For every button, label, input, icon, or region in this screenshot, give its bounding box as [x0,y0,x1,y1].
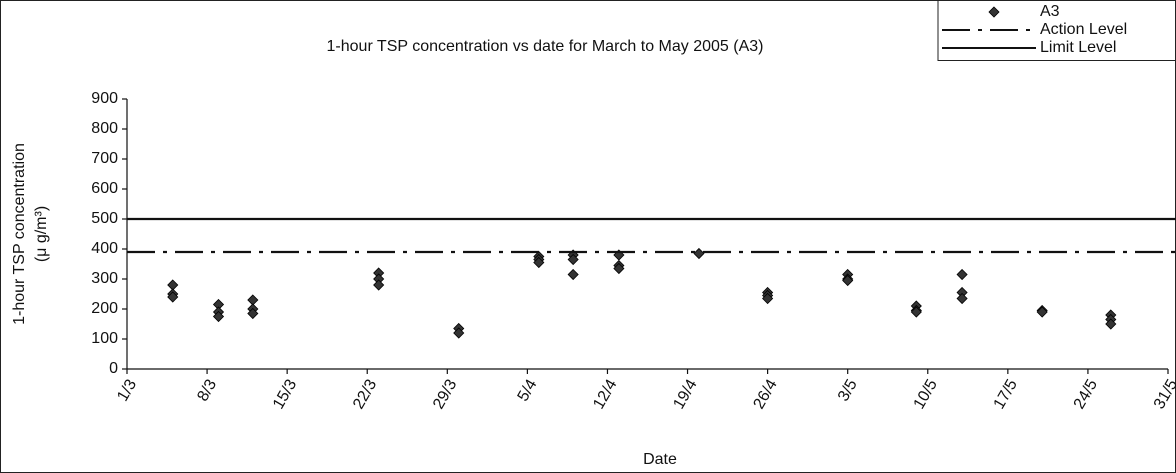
point [373,279,385,291]
x-tick-label: 10/5 [911,377,941,413]
y-tick-label: 200 [91,300,118,317]
point [453,327,465,339]
x-tick-label: 15/3 [270,377,300,413]
point [910,306,922,318]
x-tick-label: 5/4 [515,377,541,405]
y-tick-label: 100 [91,330,118,347]
point [1036,306,1048,318]
point [247,307,259,320]
y-tick-label: 900 [91,90,118,107]
point [167,291,179,303]
point [762,292,774,305]
x-tick-label: 29/3 [430,377,460,413]
chart-title: 1-hour TSP concentration vs date for Mar… [327,38,764,55]
legend-label: Action Level [1040,21,1127,38]
x-axis-label: Date [643,451,677,468]
y-tick-label: 700 [91,150,118,167]
y-axis-label: 1-hour TSP concentration [11,143,28,325]
legend-label: Limit Level [1040,39,1116,56]
point [613,262,625,275]
y-tick-label: 500 [91,210,118,227]
point [842,274,854,287]
x-tick-label: 31/5 [1151,377,1176,413]
point [1105,318,1117,330]
y-tick-label: 400 [91,240,118,257]
x-tick-label: 24/5 [1071,377,1101,413]
x-tick-label: 26/4 [750,377,780,413]
y-tick-label: 800 [91,120,118,137]
x-tick-label: 8/3 [194,377,220,405]
x-tick-label: 1/3 [114,377,140,405]
point [956,292,968,305]
y-axis-label: (μ g/m³) [33,206,50,262]
x-tick-label: 22/3 [350,377,380,413]
point [693,247,705,260]
point [212,310,225,323]
x-tick-label: 3/5 [835,377,861,405]
point [567,253,579,266]
point [567,268,579,281]
x-tick-label: 19/4 [670,377,700,413]
legend-marker [988,6,1000,18]
legend-box [937,0,1176,61]
point [533,256,545,269]
y-tick-label: 600 [91,180,118,197]
x-tick-label: 17/5 [991,377,1021,413]
point [956,268,968,281]
y-tick-label: 300 [91,270,118,287]
legend-label: A3 [1040,3,1060,20]
y-tick-label: 0 [109,360,118,377]
x-tick-label: 12/4 [590,377,620,413]
